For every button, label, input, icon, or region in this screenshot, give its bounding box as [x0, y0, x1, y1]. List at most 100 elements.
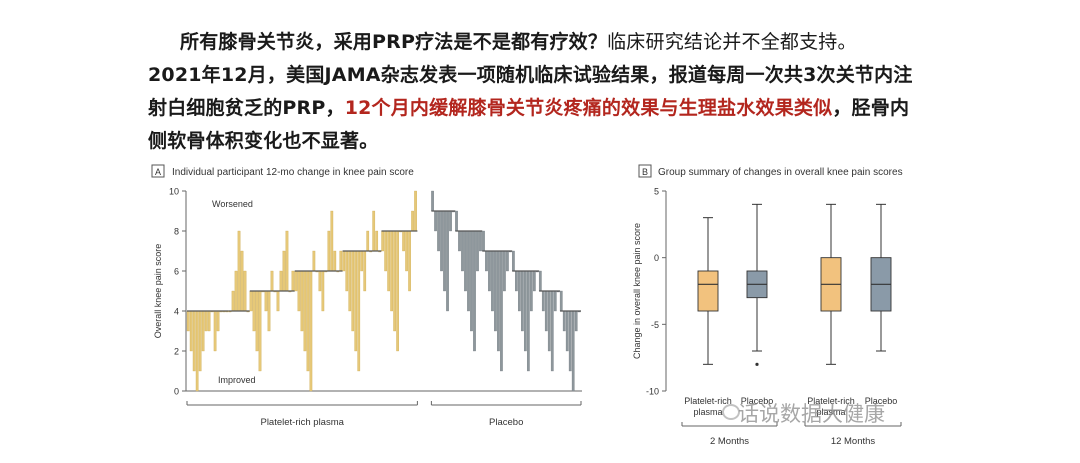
- chart-a-ytick-label: 6: [174, 267, 179, 277]
- bar: [387, 230, 391, 292]
- bar: [270, 270, 274, 292]
- bar: [500, 250, 503, 372]
- group-label: Platelet-rich plasma: [260, 417, 344, 428]
- bar: [243, 270, 247, 312]
- bar: [258, 290, 262, 372]
- bar: [521, 270, 524, 332]
- bar: [443, 210, 446, 292]
- bar: [195, 310, 199, 392]
- bar: [568, 310, 572, 372]
- bar: [532, 270, 536, 292]
- bar: [339, 250, 343, 272]
- bar: [544, 290, 548, 332]
- bar: [282, 250, 286, 292]
- bar: [276, 290, 280, 312]
- bar: [405, 230, 408, 272]
- bar: [523, 270, 527, 352]
- bar: [482, 230, 485, 252]
- bar: [402, 230, 405, 252]
- bar: [396, 230, 399, 352]
- bar: [198, 310, 202, 372]
- chart-a-ytick-label: 2: [174, 347, 179, 357]
- bar: [467, 230, 470, 312]
- bar: [470, 230, 473, 332]
- bar: [204, 310, 208, 332]
- chart-b-ytick-label: 5: [654, 187, 659, 197]
- bar: [306, 270, 310, 372]
- bar: [213, 310, 217, 352]
- bar: [207, 310, 211, 332]
- wechat-icon: [722, 404, 740, 420]
- watermark: 话说数据大健康: [738, 402, 885, 426]
- bar: [437, 210, 440, 252]
- bar: [267, 290, 271, 332]
- group-label: Placebo: [489, 417, 523, 428]
- category-label-line: Platelet-rich: [684, 396, 732, 406]
- bar: [550, 290, 554, 372]
- bar: [345, 250, 349, 292]
- chart-a-title: Individual participant 12-mo change in k…: [172, 167, 414, 178]
- chart-b-title: Group summary of changes in overall knee…: [658, 167, 903, 178]
- bar: [491, 250, 494, 312]
- bar: [381, 230, 385, 252]
- bar: [303, 270, 307, 352]
- bar: [249, 290, 253, 312]
- bar: [455, 210, 458, 232]
- outlier: [755, 362, 759, 366]
- bar: [240, 250, 244, 312]
- bar: [231, 290, 235, 312]
- bar: [512, 250, 515, 272]
- bar: [264, 290, 268, 312]
- bar: [357, 250, 361, 372]
- category-label-line: Platelet-rich: [807, 396, 855, 406]
- article-line3: ，胫骨内侧软骨体积变化也不显著。: [148, 97, 910, 152]
- bar: [476, 230, 479, 272]
- bar: [252, 290, 256, 332]
- bar: [458, 230, 461, 252]
- category-label: Placebo: [741, 396, 774, 406]
- article-line1: 所有膝骨关节炎，采用PRP疗法是不是都有疗效？: [180, 31, 608, 53]
- bar: [574, 310, 578, 332]
- bar: [312, 250, 316, 272]
- bar: [327, 230, 331, 272]
- chart-a-svg: A Individual participant 12-mo change in …: [151, 164, 582, 428]
- category-label: Placebo: [865, 396, 898, 406]
- article-line2: 2021年12月，美国JAMA杂志发表一项随机临床试验结果，报道每周一次共3次关…: [148, 64, 913, 119]
- bar: [494, 250, 497, 332]
- bar: [300, 270, 304, 332]
- panel-a-letter: A: [155, 167, 161, 177]
- bar: [434, 210, 437, 232]
- bar: [348, 250, 352, 312]
- bar: [506, 250, 509, 272]
- article-highlight: 12个月内缓解膝骨关节炎疼痛的效果与生理盐水效果类似: [344, 97, 833, 119]
- bar: [529, 270, 533, 312]
- bar: [330, 210, 334, 272]
- bar: [216, 310, 220, 332]
- chart-b-ytick-label: -5: [651, 320, 659, 330]
- bar: [189, 310, 193, 352]
- bar: [363, 250, 367, 292]
- bar: [354, 250, 358, 352]
- chart-a-ylabel: Overall knee pain score: [153, 244, 163, 339]
- bar: [503, 250, 506, 292]
- category-label: Platelet-rich plasma: [807, 396, 855, 417]
- bar: [279, 270, 283, 292]
- bar: [538, 270, 542, 292]
- bar: [333, 250, 337, 272]
- bar: [541, 290, 545, 312]
- bar: [342, 250, 346, 272]
- panel-b-badge: [638, 164, 652, 178]
- chart-b-ytick-label: -10: [646, 387, 659, 397]
- bar: [393, 230, 397, 332]
- bar: [479, 230, 482, 252]
- bar: [237, 230, 241, 312]
- bar: [547, 290, 551, 352]
- chart-a-ytick-label: 8: [174, 227, 179, 237]
- bar: [414, 190, 417, 232]
- chart-b-ylabel: Change in overall knee pain score: [632, 223, 642, 359]
- panel-a-badge: [151, 164, 165, 178]
- box: [697, 270, 719, 312]
- bar: [384, 230, 388, 272]
- chart-a-ytick-label: 0: [174, 387, 179, 397]
- bar: [297, 270, 301, 312]
